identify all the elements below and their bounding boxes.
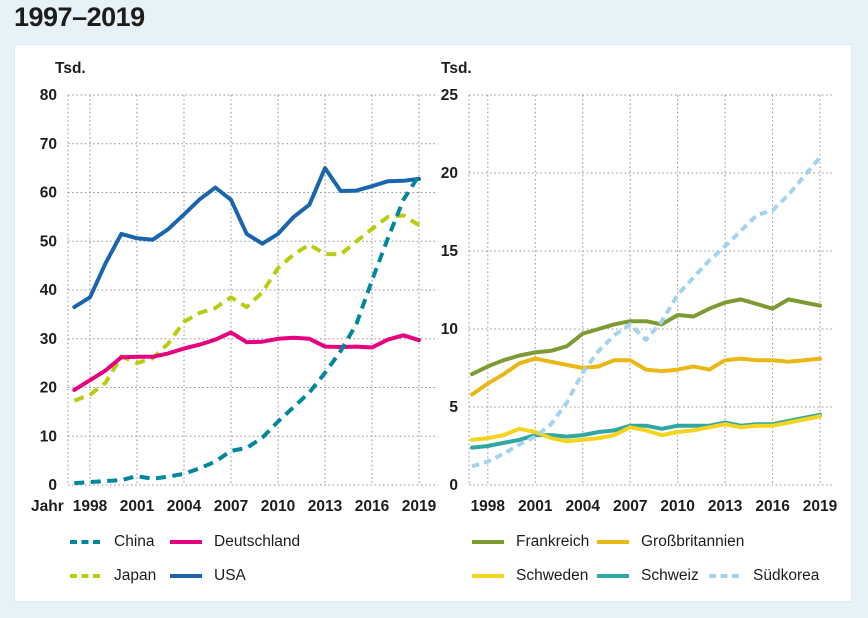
x-tick-label: 2007 [613,498,647,515]
y-tick-label: 80 [40,87,57,104]
legend-label: USA [214,567,246,584]
y-tick-label: 10 [441,321,458,338]
legend-item-usa: USA [169,566,246,586]
x-axis-label: Jahr [31,498,64,515]
legend-item-großbritannien: Großbritannien [596,532,744,552]
y-tick-label: 40 [40,282,57,299]
x-tick-label: 1998 [471,498,506,515]
y-tick-label: 0 [48,477,57,494]
x-tick-label: 2001 [120,498,155,515]
y-tick-label: 20 [441,165,458,182]
x-tick-label: 2004 [565,498,600,515]
legend-item-china: China [69,532,169,552]
x-tick-label: 2016 [755,498,790,515]
x-tick-label: 2007 [214,498,248,515]
legend-swatch-icon [170,540,202,544]
y-tick-label: 10 [40,428,57,445]
series-line-frankreich [470,297,822,377]
legend-swatch-icon [472,574,504,578]
legend-label: Schweden [516,567,589,584]
series-line-deutschland [72,330,421,392]
x-tick-label: 2010 [660,498,694,515]
x-tick-label: 2013 [308,498,343,515]
x-tick-label: 2013 [708,498,743,515]
legend-label: China [114,533,155,550]
y-tick-label: 20 [40,380,57,397]
left-line-chart: 0 10 20 30 40 50 60 70 80 1998 2001 2004 2007 2010 201… [31,60,438,515]
legend-item-frankreich: Frankreich [471,532,596,552]
y-tick-label: 25 [441,87,459,104]
legend-label: Südkorea [753,567,820,584]
chart-panel: 0 10 20 30 40 50 60 70 80 1998 2001 2004 2007 2010 201… [14,44,852,602]
page-title: 1997–2019 [14,2,145,32]
y-tick-label: 50 [40,233,57,250]
legend-label: Deutschland [214,533,301,550]
series-line-großbritannien [470,356,822,397]
legend-item-südkorea: Südkorea [708,566,819,586]
legend-label: Japan [114,567,157,584]
legend-row: Frankreich Großbritannien [471,532,819,552]
y-axis-unit-label: Tsd. [441,60,472,77]
series-line-japan [73,213,421,403]
y-tick-label: 60 [40,185,57,202]
legend-row: China Deutschland [69,532,300,552]
legend-swatch-icon [597,574,629,578]
legend-swatch-icon [709,574,741,578]
x-tick-label: 2004 [167,498,202,515]
legend-label: Schweiz [641,567,699,584]
x-tick-label: 2019 [803,498,838,515]
legend-row: Japan USA [69,566,300,586]
x-tick-label: 1998 [73,498,108,515]
series-line-usa [72,166,421,310]
series-line-südkorea [471,156,822,469]
series-line-schweden [470,414,822,444]
legend-label: Frankreich [516,533,590,550]
y-tick-label: 15 [441,243,459,260]
y-tick-label: 70 [40,136,57,153]
legend-swatch-icon [472,540,504,544]
x-tick-label: 2001 [518,498,553,515]
left-chart-legend: China Deutschland Japan USA [69,532,300,586]
y-tick-label: 0 [449,477,458,494]
y-tick-label: 5 [449,399,458,416]
legend-swatch-icon [597,540,629,544]
x-tick-label: 2019 [402,498,437,515]
series-line-china [74,174,421,486]
x-tick-label: 2010 [261,498,295,515]
right-line-chart: 0 5 10 15 20 25 1998 2001 2004 2007 2010 2013 2016 20… [441,60,838,515]
y-axis-unit-label: Tsd. [55,60,86,77]
y-tick-label: 30 [40,331,57,348]
x-tick-label: 2016 [355,498,390,515]
legend-item-deutschland: Deutschland [169,532,300,552]
legend-item-schweiz: Schweiz [596,566,708,586]
legend-label: Großbritannien [641,533,745,550]
right-chart-legend: Frankreich Großbritannien Schweden Schweiz S… [471,532,819,586]
legend-swatch-icon [170,574,202,578]
legend-swatch-icon [70,540,102,544]
legend-row: Schweden Schweiz Südkorea [471,566,819,586]
legend-swatch-icon [70,574,102,578]
legend-item-japan: Japan [69,566,169,586]
legend-item-schweden: Schweden [471,566,596,586]
